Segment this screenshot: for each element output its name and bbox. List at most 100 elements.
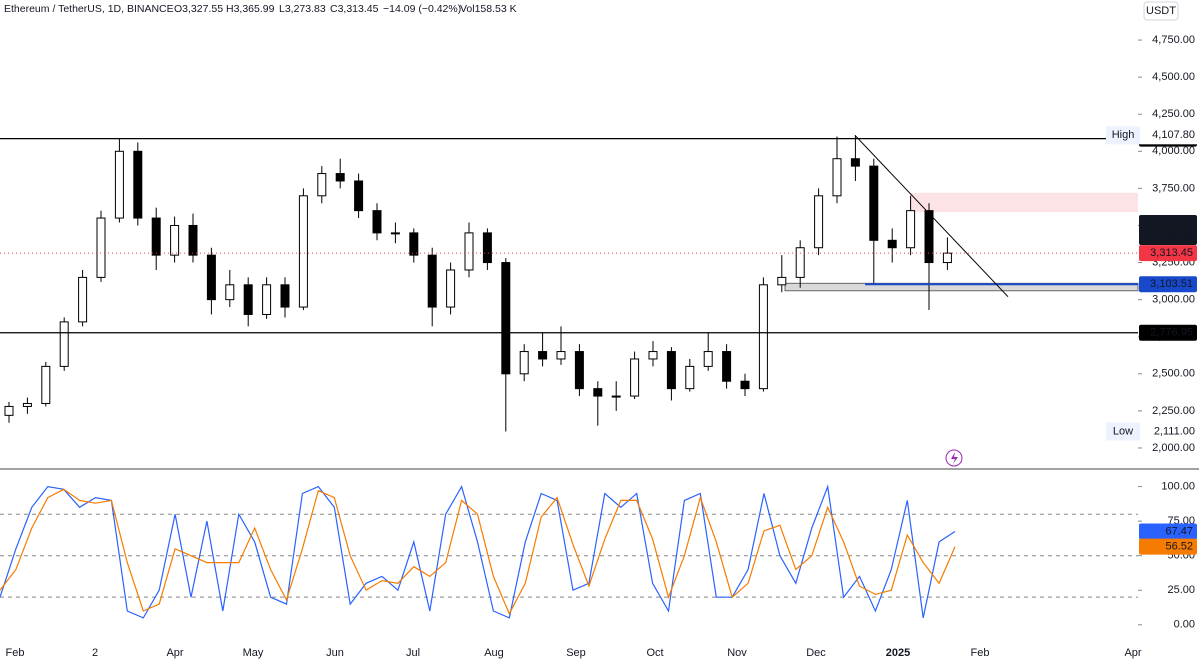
candle-body (942, 252, 952, 264)
candle-body (464, 232, 474, 271)
candle-body (850, 158, 860, 167)
candle-body (666, 351, 676, 390)
candle-body (298, 195, 308, 308)
y-tick-label: 3,000.00 (1152, 294, 1195, 306)
y-tick-label: 2,250.00 (1152, 405, 1195, 417)
candle-body (262, 284, 272, 315)
candle-body (574, 351, 584, 390)
trendline (854, 134, 1009, 298)
symbol: Ethereum / TetherUS, 1D, BINANCE (4, 3, 174, 15)
candle-body (777, 276, 787, 286)
change: −14.09 (−0.42%) (383, 3, 461, 15)
y-tick-label: 2,000.00 (1152, 442, 1195, 454)
y-tick-label: 4,250.00 (1152, 108, 1195, 120)
candle-body (906, 210, 916, 249)
candle-body (390, 232, 400, 235)
candle-body (372, 210, 382, 234)
candle-body (722, 351, 732, 382)
candle-body (280, 284, 290, 308)
y-tick-label: 25.00 (1167, 584, 1195, 596)
candle-body (59, 321, 69, 367)
candle-body (556, 351, 566, 360)
candle-body (758, 284, 768, 390)
candle-body (243, 284, 253, 315)
candle-body (611, 395, 621, 398)
x-tick-label: Oct (646, 647, 663, 659)
candle-body (887, 239, 897, 249)
candle-body (703, 351, 713, 367)
y-tick-label: 0.00 (1174, 619, 1195, 631)
event-icon[interactable] (945, 449, 963, 467)
y-tick-label: 4,000.00 (1152, 145, 1195, 157)
candle-body (206, 254, 216, 301)
candle-body (78, 276, 88, 323)
candle-body (446, 269, 456, 308)
stoch-value-label: 56.52 (1165, 541, 1193, 553)
candle-body (685, 365, 695, 390)
stoch-line (0, 484, 956, 619)
y-tick-label: 4,500.00 (1152, 71, 1195, 83)
candle-body (814, 195, 824, 249)
x-tick-label: 2 (92, 647, 98, 659)
candle-body (538, 351, 548, 360)
x-tick-label: Feb (971, 647, 990, 659)
y-tick-label: 100.00 (1161, 480, 1195, 492)
candle-body (869, 165, 879, 241)
x-tick-label: Apr (1124, 647, 1141, 659)
candle-body (409, 232, 419, 256)
x-tick-label: Jul (406, 647, 420, 659)
candle-body (630, 358, 640, 397)
candle-body (832, 158, 842, 197)
cursor-price: 3,313.45 (1150, 217, 1193, 229)
candle-body (593, 388, 603, 397)
candle-body (648, 351, 658, 360)
level-label: 3,103.51 (1150, 278, 1193, 290)
candle-body (96, 217, 106, 278)
low-tag-box (1106, 422, 1140, 441)
close: C3,313.45 (330, 3, 379, 15)
cursor-price-extra: 12:18:33 (1150, 231, 1193, 243)
last-price-box (1139, 245, 1197, 262)
currency-box[interactable] (1143, 1, 1179, 21)
low-value: 2,111.00 (1154, 425, 1195, 437)
low: L3,273.83 (279, 3, 326, 15)
cursor-price-box (1139, 215, 1197, 245)
zone (910, 192, 1138, 213)
stoch-line (0, 488, 956, 616)
stoch-value-label-box (1139, 538, 1197, 555)
candle-body (354, 180, 364, 212)
high-value: 4,107.80 (1152, 129, 1195, 141)
high-tag: High (1112, 129, 1135, 141)
candle-body (41, 365, 51, 404)
candle-body (4, 405, 14, 416)
x-tick-label: Feb (6, 647, 25, 659)
x-tick-label: Dec (806, 647, 826, 659)
high: H3,365.99 (226, 3, 275, 15)
stoch-value-label-box (1139, 523, 1197, 540)
x-tick-label: Jun (326, 647, 344, 659)
candle-body (501, 262, 511, 375)
candle-body (133, 150, 143, 219)
candle-body (740, 380, 750, 390)
x-tick-label: Nov (727, 647, 747, 659)
candle-body (170, 224, 180, 256)
x-tick-label: May (243, 647, 264, 659)
candle-body (225, 284, 235, 301)
y-tick-label: 4,750.00 (1152, 34, 1195, 46)
x-tick-label: Apr (166, 647, 183, 659)
candle-body (795, 247, 805, 278)
candle-body (519, 351, 529, 375)
candle-body (22, 402, 32, 407)
x-tick-label: Sep (566, 647, 586, 659)
candle-body (335, 173, 345, 182)
candle-body (317, 173, 327, 197)
x-tick-label: Aug (484, 647, 504, 659)
x-tick-label: 2025 (886, 647, 910, 659)
high-value-box (1140, 126, 1197, 145)
y-tick-label: 3,750.00 (1152, 182, 1195, 194)
candle-body (151, 217, 161, 256)
level-label: 2,776.95 (1150, 327, 1193, 339)
y-tick-label: 2,500.00 (1152, 368, 1195, 380)
